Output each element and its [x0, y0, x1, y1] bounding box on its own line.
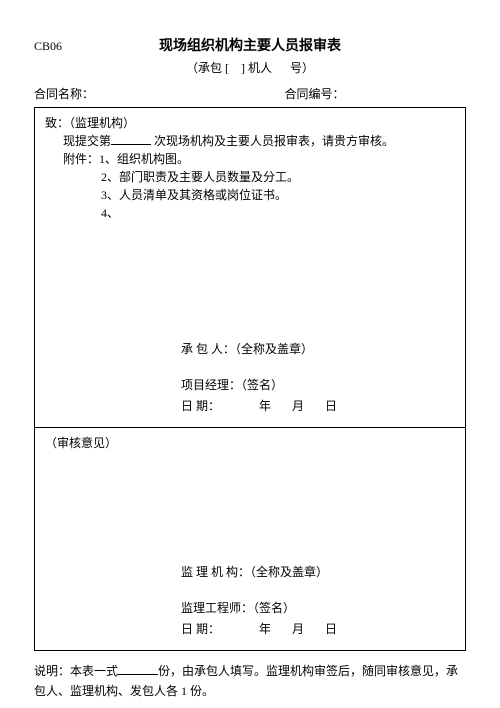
pm-label: 项目经理：（签名） [181, 376, 455, 394]
supervisor-signature-block: 监 理 机 构：（全称及盖章） 监理工程师：（签名） 日 期： 年 月 日 [181, 560, 455, 638]
supervision-engineer-label: 监理工程师：（签名） [181, 599, 455, 617]
main-title: 现场组织机构主要人员报审表 [84, 36, 416, 57]
contractor-date-row: 日 期： 年 月 日 [181, 397, 455, 415]
opinion-label: （审核意见） [45, 434, 455, 452]
form-table: 致：（监理机构） 现提交第 次现场机构及主要人员报审表，请贵方审核。 附件：1、… [34, 107, 466, 651]
subtitle-prefix: （承包 [ [186, 61, 229, 75]
attach-label: 附件： [63, 152, 99, 166]
footer-prefix: 说明：本表一式 [34, 664, 118, 678]
year-label-2: 年 [259, 622, 271, 636]
day-label: 日 [325, 399, 337, 413]
supervisor-date-row: 日 期： 年 月 日 [181, 620, 455, 638]
contractor-signature-block: 承 包 人：（全称及盖章） 项目经理：（签名） 日 期： 年 月 日 [181, 337, 455, 415]
attach-item-1: 1、组织机构图。 [99, 152, 189, 166]
review-cell: （审核意见） 监 理 机 构：（全称及盖章） 监理工程师：（签名） 日 期： 年… [35, 428, 465, 650]
addressee: 致：（监理机构） [45, 114, 455, 132]
attach-item-3: 3、人员清单及其资格或岗位证书。 [45, 186, 455, 204]
subtitle: （承包 [ ] 机人 号） [84, 59, 416, 77]
subtitle-middle: ] 机人 [241, 61, 272, 75]
submit-suffix: 次现场机构及主要人员报审表，请贵方审核。 [151, 134, 394, 148]
footer-copies-blank[interactable] [118, 663, 158, 675]
year-label: 年 [259, 399, 271, 413]
subtitle-suffix: 号） [290, 61, 314, 75]
date-label-2: 日 期： [181, 622, 220, 636]
footer-note: 说明：本表一式份，由承包人填写。监理机构审签后，随同审核意见，承包人、监理机构、… [34, 661, 466, 702]
submit-count-blank[interactable] [111, 133, 151, 145]
form-code: CB06 [34, 37, 84, 55]
month-label-2: 月 [292, 622, 304, 636]
day-label-2: 日 [325, 622, 337, 636]
title-block: 现场组织机构主要人员报审表 （承包 [ ] 机人 号） [84, 36, 416, 77]
contractor-label: 承 包 人：（全称及盖章） [181, 340, 455, 358]
submission-cell: 致：（监理机构） 现提交第 次现场机构及主要人员报审表，请贵方审核。 附件：1、… [35, 108, 465, 428]
attach-item-2: 2、部门职责及主要人员数量及分工。 [45, 168, 455, 186]
contract-name-label: 合同名称： [34, 85, 285, 103]
contract-no-label: 合同编号： [285, 85, 466, 103]
attachments-header-line: 附件：1、组织机构图。 [45, 150, 455, 168]
date-label: 日 期： [181, 399, 220, 413]
supervision-org-label: 监 理 机 构：（全称及盖章） [181, 563, 455, 581]
submit-prefix: 现提交第 [63, 134, 111, 148]
attach-item-4: 4、 [45, 204, 455, 222]
submit-line: 现提交第 次现场机构及主要人员报审表，请贵方审核。 [45, 132, 455, 150]
month-label: 月 [292, 399, 304, 413]
